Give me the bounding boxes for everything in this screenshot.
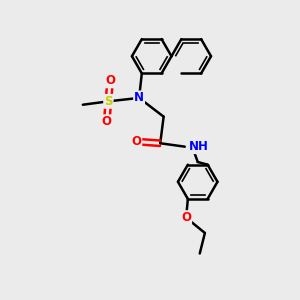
Text: O: O <box>181 211 191 224</box>
Text: O: O <box>131 135 141 148</box>
Text: O: O <box>102 115 112 128</box>
Text: S: S <box>104 95 113 108</box>
Text: NH: NH <box>189 140 209 153</box>
Text: O: O <box>105 74 115 87</box>
Text: N: N <box>134 92 144 104</box>
